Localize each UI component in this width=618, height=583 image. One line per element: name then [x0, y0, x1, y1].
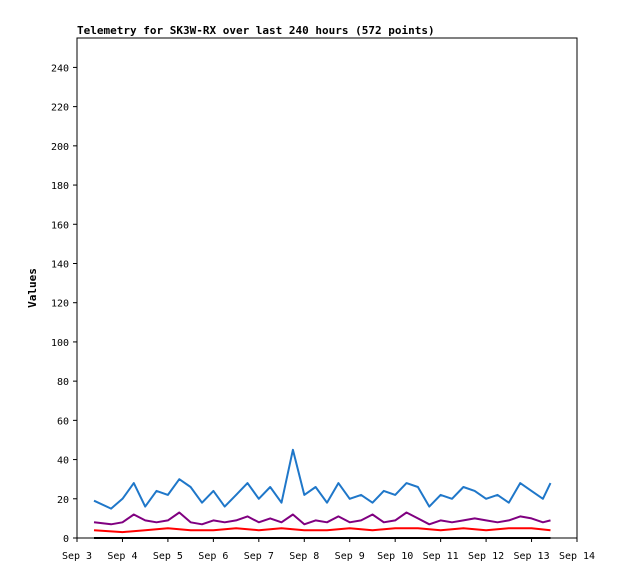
x-tick-label: Sep 9 [335, 551, 365, 562]
y-tick-label: 0 [63, 534, 69, 545]
series-line-2 [93, 527, 551, 534]
series-layer [93, 448, 552, 539]
y-tick-label: 140 [51, 259, 69, 270]
y-tick-label: 20 [57, 495, 69, 506]
y-tick-label: 40 [57, 456, 69, 467]
chart-title: Telemetry for SK3W-RX over last 240 hour… [77, 24, 435, 37]
x-tick-label: Sep 11 [423, 551, 459, 562]
y-tick-label: 80 [57, 377, 69, 388]
y-tick-label: 120 [51, 299, 69, 310]
x-tick-label: Sep 10 [377, 551, 413, 562]
x-tick-label: Sep 3 [62, 551, 92, 562]
y-tick-label: 160 [51, 220, 69, 231]
y-tick-label: 100 [51, 338, 69, 349]
x-tick-label: Sep 13 [513, 551, 549, 562]
series-line-1 [93, 511, 551, 526]
x-tick-label: Sep 6 [198, 551, 228, 562]
x-tick-label: Sep 4 [107, 551, 137, 562]
x-tick-label: Sep 12 [468, 551, 504, 562]
x-axis: Sep 3 Sep 4 Sep 5 Sep 6 Sep 7 Sep 8 Sep 9 Sep 1… [62, 538, 595, 562]
x-tick-label: Sep 14 [559, 551, 595, 562]
plot-frame [76, 37, 578, 539]
y-tick-label: 200 [51, 142, 69, 153]
x-tick-label: Sep 7 [244, 551, 274, 562]
y-tick-label: 60 [57, 416, 69, 427]
y-tick-label: 220 [51, 103, 69, 114]
series-line-0 [93, 448, 552, 510]
x-tick-label: Sep 5 [153, 551, 183, 562]
y-tick-label: 180 [51, 181, 69, 192]
y-tick-label: 240 [51, 63, 69, 74]
y-axis: 0 20 40 60 80 100 120 140 160 180 200 220 240 [51, 63, 77, 545]
y-axis-title: Values [26, 268, 39, 308]
x-tick-label: Sep 8 [289, 551, 319, 562]
